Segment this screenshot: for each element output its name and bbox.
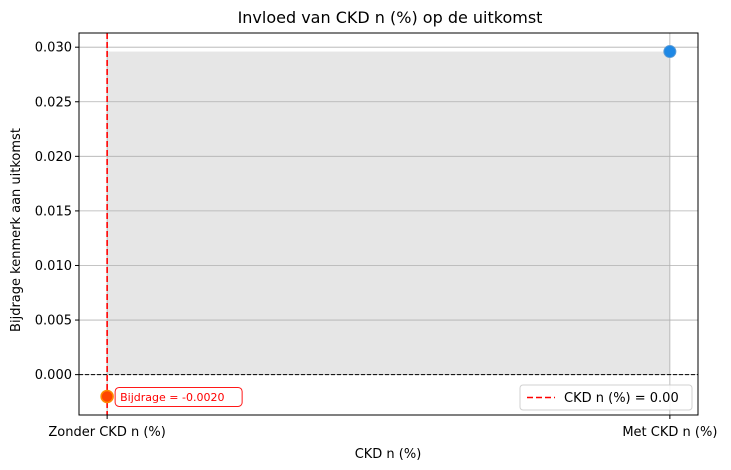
x-tick-label: Met CKD n (%): [622, 425, 717, 440]
y-tick-label: 0.000: [35, 368, 72, 383]
shaded-region: [107, 51, 670, 375]
x-axis: Zonder CKD n (%) Met CKD n (%): [48, 415, 717, 440]
data-marks: [100, 45, 677, 404]
legend: CKD n (%) = 0.00: [519, 384, 693, 411]
y-tick-label: 0.005: [35, 314, 72, 329]
y-axis: 0.000 0.005 0.010 0.015 0.020 0.025 0.030: [35, 41, 79, 383]
y-tick-label: 0.010: [35, 259, 72, 274]
y-tick-label: 0.020: [35, 150, 72, 165]
plot-frame: [78, 32, 699, 416]
x-axis-label: CKD n (%): [355, 447, 422, 462]
y-tick-label: 0.015: [35, 204, 72, 219]
legend-label: CKD n (%) = 0.00: [564, 391, 679, 406]
legend-box: [519, 384, 693, 411]
chart-title: Invloed van CKD n (%) op de uitkomst: [238, 8, 543, 27]
data-point-met: [663, 45, 677, 59]
annotation-box: [114, 386, 243, 407]
data-point-zonder: [100, 389, 114, 404]
y-tick-label: 0.030: [35, 41, 72, 56]
x-tick-label: Zonder CKD n (%): [48, 425, 165, 440]
y-axis-label: Bijdrage kenmerk aan uitkomst: [9, 128, 24, 332]
point-annotation: Bijdrage = -0.0020: [114, 386, 243, 407]
annotation-label: Bijdrage = -0.0020: [120, 391, 224, 404]
y-tick-label: 0.025: [35, 95, 72, 110]
